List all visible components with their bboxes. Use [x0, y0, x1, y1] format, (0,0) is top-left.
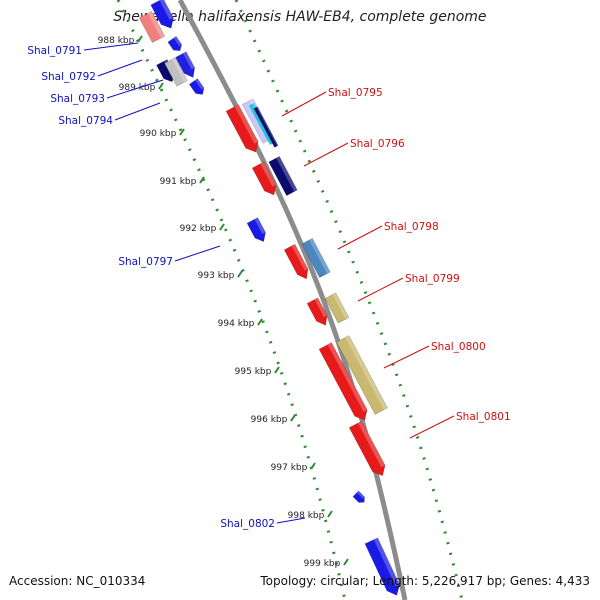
label-leader-line	[337, 225, 383, 250]
steelblue-feature	[301, 238, 331, 278]
grey-feature	[164, 57, 188, 87]
label-leader-line	[383, 345, 430, 369]
gene-shal-0796	[251, 161, 277, 196]
label-leader-line	[276, 517, 306, 524]
tick-mark	[327, 510, 333, 518]
label-leader-line	[303, 142, 349, 167]
tick-label: 990 kbp	[140, 129, 177, 139]
tick-label: 994 kbp	[218, 319, 255, 329]
map-title: Shewanella halifaxensis HAW-EB4, complet…	[113, 9, 487, 25]
gene-label-shal-0793: Shal_0793	[50, 93, 105, 105]
khaki-feature	[336, 335, 388, 415]
light-red-feature	[138, 10, 166, 44]
gene-label-shal-0798: Shal_0798	[384, 221, 439, 233]
tick-mark	[199, 176, 205, 184]
gene-label-shal-0802: Shal_0802	[220, 518, 275, 530]
gene-top-forward	[150, 0, 174, 29]
label-leader-line	[106, 79, 164, 99]
label-leader-line	[357, 277, 404, 302]
tick-mark	[237, 270, 243, 278]
gene-shal-0801	[348, 420, 386, 477]
navy-feature	[268, 156, 298, 196]
tick-label: 996 kbp	[251, 415, 288, 425]
label-leader-line	[174, 245, 221, 262]
gene-shal-0797	[246, 217, 266, 243]
gene-label-shal-0796: Shal_0796	[350, 138, 405, 150]
gene-label-shal-0795: Shal_0795	[328, 87, 383, 99]
gene-label-shal-0801: Shal_0801	[456, 411, 511, 423]
label-leader-line	[114, 102, 161, 121]
tick-label: 988 kbp	[98, 36, 135, 46]
backbone-path	[177, 0, 408, 600]
gene-label-shal-0794: Shal_0794	[58, 115, 113, 127]
genome-stats-label: Topology: circular; Length: 5,226,917 bp…	[260, 574, 590, 588]
tick-mark	[310, 462, 316, 470]
tick-label: 995 kbp	[235, 367, 272, 377]
gene-label-shal-0797: Shal_0797	[118, 256, 173, 268]
navy-feature-a	[253, 106, 279, 148]
gene-shal-0793	[175, 51, 196, 78]
tick-label: 999 kbp	[304, 559, 341, 569]
gene-shal-0800	[318, 342, 368, 421]
tick-label: 998 kbp	[288, 511, 325, 521]
tick-mark	[137, 35, 143, 43]
label-leader-line	[97, 59, 143, 77]
label-leader-line	[281, 91, 327, 117]
gene-shal-0798	[283, 243, 309, 280]
tick-label: 991 kbp	[160, 177, 197, 187]
tick-mark	[219, 223, 225, 231]
gene-label-shal-0799: Shal_0799	[405, 273, 460, 285]
tick-mark	[179, 128, 185, 136]
tick-mark	[257, 318, 263, 326]
khaki-feature-a	[324, 292, 350, 324]
tick-mark	[290, 414, 296, 422]
gene-shal-0794	[188, 78, 205, 95]
gene-shal-0799	[306, 297, 328, 326]
tick-label: 992 kbp	[180, 224, 217, 234]
gene-shal-0791	[167, 35, 183, 52]
gene-label-shal-0792: Shal_0792	[41, 71, 96, 83]
label-leader-line	[409, 415, 455, 439]
tick-mark	[343, 558, 349, 566]
gene-label-shal-0800: Shal_0800	[431, 341, 486, 353]
gene-label-shal-0791: Shal_0791	[27, 45, 82, 57]
accession-label: Accession: NC_010334	[9, 574, 146, 588]
tick-label: 993 kbp	[198, 271, 235, 281]
label-leader-line	[83, 42, 139, 51]
tick-mark	[158, 82, 164, 90]
tick-mark	[274, 366, 280, 374]
tick-label: 997 kbp	[271, 463, 308, 473]
gene-shal-0802	[352, 490, 365, 503]
gene-next-forward	[364, 537, 400, 596]
gene-shal-0795	[225, 104, 259, 153]
